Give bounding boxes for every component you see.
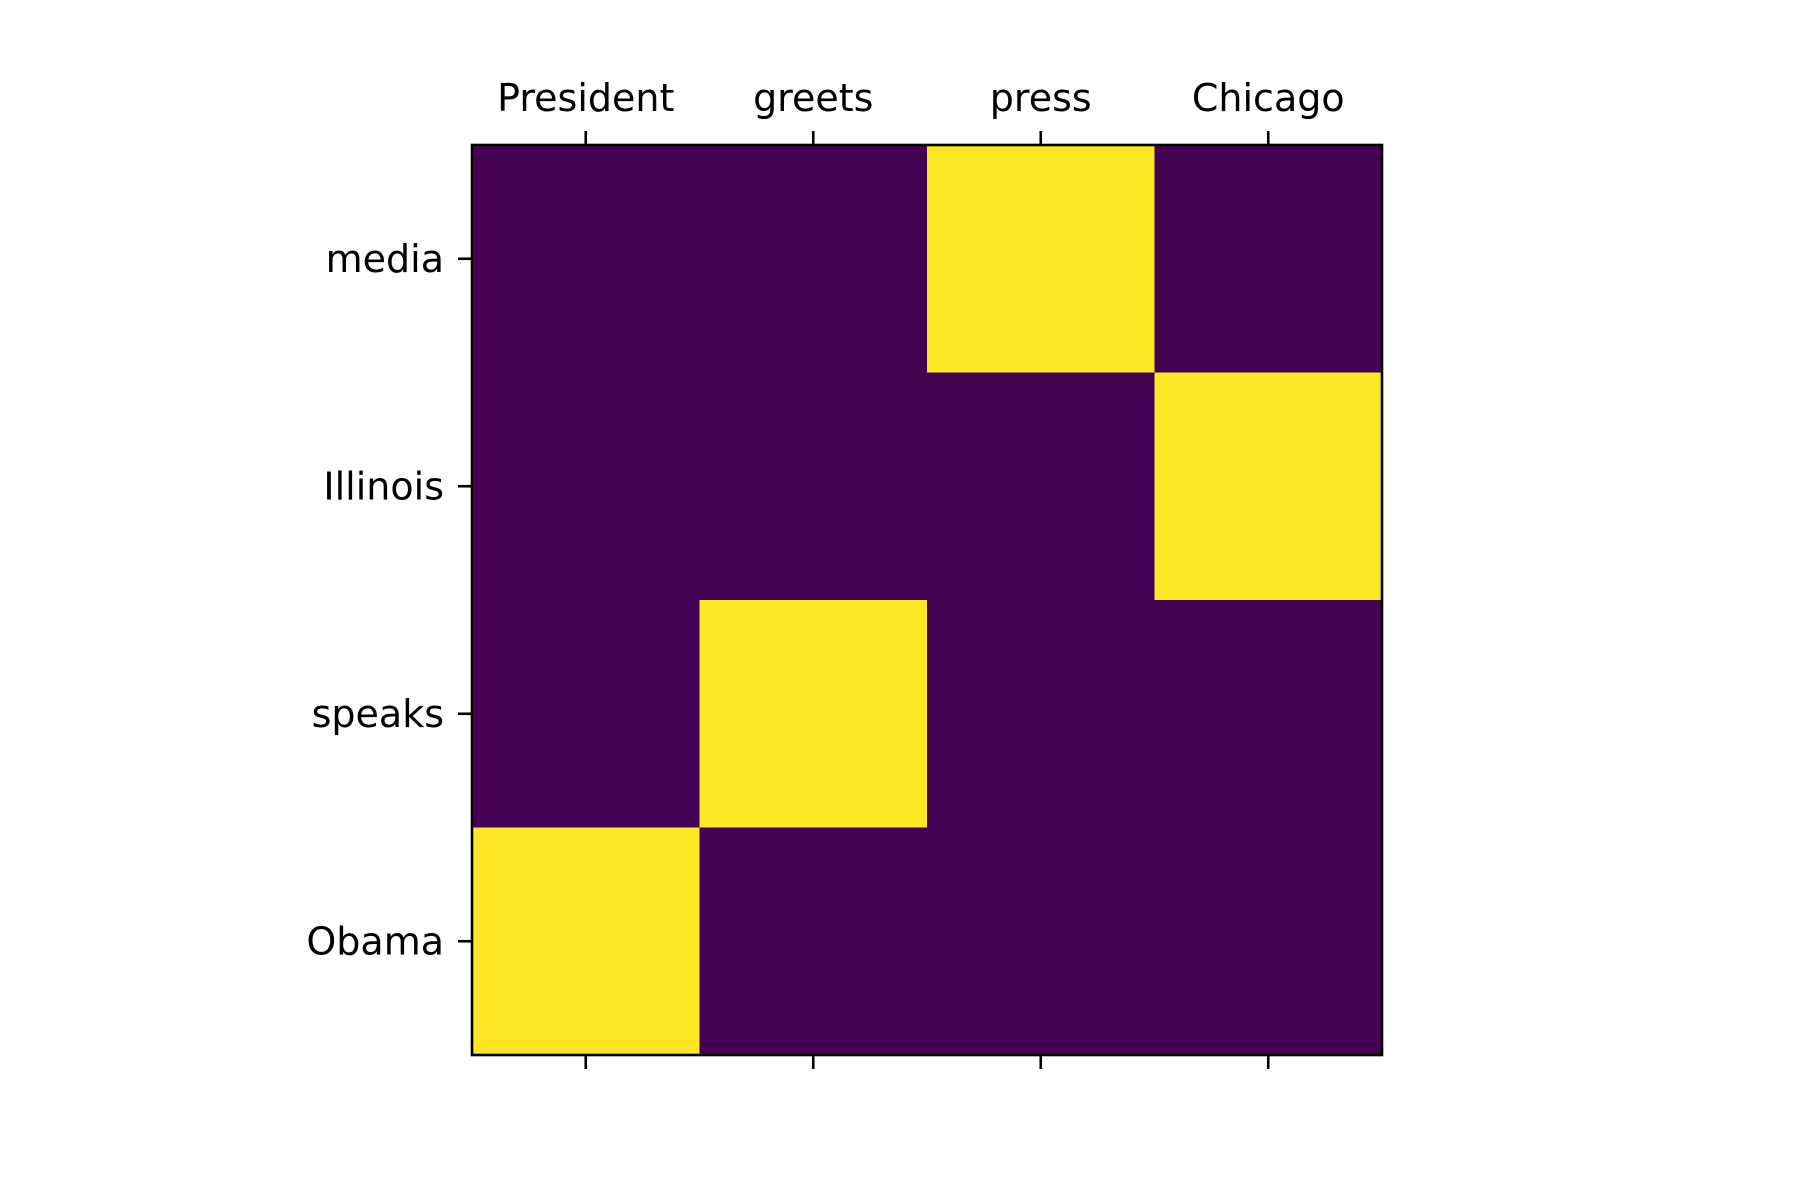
heatmap-cell-illinois-press	[927, 372, 1155, 601]
heatmap-cell-media-president	[472, 145, 700, 373]
x-tick-label-president: President	[497, 76, 674, 120]
plot-frame	[470, 143, 1384, 1057]
heatmap-cell-obama-president	[472, 827, 700, 1056]
y-tick-label-media: media	[326, 237, 444, 281]
heatmap-cell-obama-press	[927, 827, 1155, 1056]
heatmap-cell-illinois-greets	[699, 372, 928, 601]
x-tick-label-chicago: Chicago	[1192, 76, 1345, 120]
y-tick-label-illinois: Illinois	[323, 464, 444, 508]
y-tick-label-obama: Obama	[306, 919, 444, 963]
heatmap-cell-speaks-president	[472, 600, 700, 828]
heatmap-cell-media-press	[927, 145, 1155, 373]
heatmap-cell-obama-greets	[699, 827, 928, 1056]
x-tick-label-press: press	[990, 76, 1092, 120]
heatmap-cell-media-chicago	[1154, 145, 1383, 373]
heatmap-cell-illinois-president	[472, 372, 700, 601]
x-axis-bottom	[584, 1055, 1270, 1069]
heatmap-cell-illinois-chicago	[1154, 372, 1383, 601]
y-axis: media Illinois speaks Obama	[306, 237, 472, 963]
x-tick-label-greets: greets	[753, 76, 873, 120]
heatmap-cells	[472, 145, 1383, 1056]
x-axis-top: President greets press Chicago	[497, 76, 1345, 145]
heatmap-cell-speaks-greets	[699, 600, 928, 828]
heatmap-cell-obama-chicago	[1154, 827, 1383, 1056]
heatmap-cell-speaks-chicago	[1154, 600, 1383, 828]
y-tick-label-speaks: speaks	[312, 692, 444, 736]
heatmap-cell-speaks-press	[927, 600, 1155, 828]
heatmap-cell-media-greets	[699, 145, 928, 373]
